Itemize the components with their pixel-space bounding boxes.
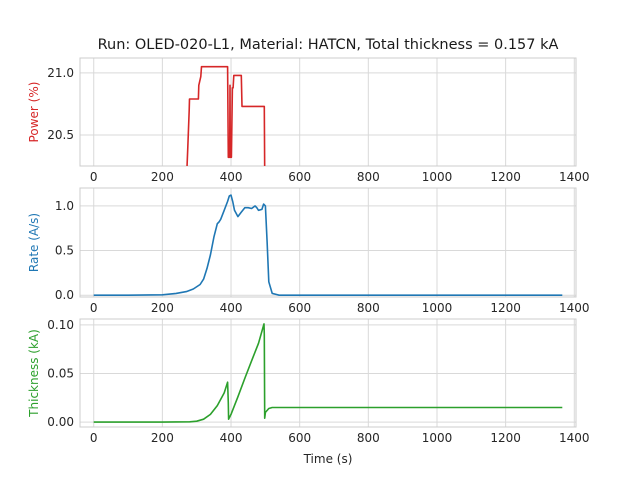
y-tick-label: 1.0	[55, 199, 74, 213]
y-tick-label: 0.00	[47, 415, 74, 429]
x-tick-label: 0	[90, 431, 98, 445]
x-tick-label: 800	[357, 301, 380, 315]
y-tick-label: 20.5	[47, 128, 74, 142]
y-axis-label-thickness: Thickness (kA)	[27, 329, 41, 418]
x-tick-label: 1400	[559, 431, 590, 445]
x-tick-label: 1000	[422, 301, 453, 315]
axes-frame	[79, 57, 577, 167]
series-line-power	[186, 65, 266, 166]
gridlines	[80, 319, 576, 427]
series-line-thickness	[93, 323, 563, 423]
panel-thickness: 0 200 400 600 800 1000 1200 1400 0.00 0.05 0.10 Thi…	[27, 318, 590, 445]
y-tick-label: 0.10	[47, 318, 74, 332]
x-tick-label: 200	[151, 301, 174, 315]
x-tick-label: 1400	[559, 170, 590, 184]
x-tick-label: 600	[288, 431, 311, 445]
x-tick-label: 1200	[490, 431, 521, 445]
x-tick-label: 0	[90, 170, 98, 184]
gridlines	[80, 58, 576, 166]
x-tick-label: 600	[288, 170, 311, 184]
x-tick-label: 1200	[490, 170, 521, 184]
series-line-rate	[93, 194, 563, 297]
x-tick-label: 200	[151, 431, 174, 445]
y-tick-label: 0.0	[55, 288, 74, 302]
x-axis-label: Time (s)	[303, 452, 353, 466]
y-tick-label: 21.0	[47, 66, 74, 80]
plot-panels: 0 200 400 600 800 1000 1200 1400 20.5 21.0 Power (…	[27, 57, 590, 445]
x-tick-label: 0	[90, 301, 98, 315]
y-tick-label: 0.05	[47, 366, 74, 380]
x-tick-label: 1000	[422, 431, 453, 445]
x-tick-label: 800	[357, 431, 380, 445]
axes-frame	[79, 187, 577, 298]
x-tick-label: 400	[220, 431, 243, 445]
x-tick-label: 200	[151, 170, 174, 184]
x-tick-label: 1000	[422, 170, 453, 184]
x-tick-label: 1400	[559, 301, 590, 315]
panel-rate: 0 200 400 600 800 1000 1200 1400 0.0 0.5 1.0 Rate (…	[27, 187, 590, 315]
x-tick-label: 400	[220, 170, 243, 184]
y-axis-label-rate: Rate (A/s)	[27, 213, 41, 272]
gridlines	[80, 188, 576, 297]
x-tick-label: 1200	[490, 301, 521, 315]
chart-title: Run: OLED-020-L1, Material: HATCN, Total…	[98, 37, 559, 53]
x-tick-label: 800	[357, 170, 380, 184]
y-axis-label-power: Power (%)	[27, 82, 41, 143]
x-tick-label: 600	[288, 301, 311, 315]
panel-power: 0 200 400 600 800 1000 1200 1400 20.5 21.0 Power (…	[27, 57, 590, 184]
y-tick-label: 0.5	[55, 244, 74, 258]
x-tick-label: 400	[220, 301, 243, 315]
axes-frame	[79, 318, 577, 428]
